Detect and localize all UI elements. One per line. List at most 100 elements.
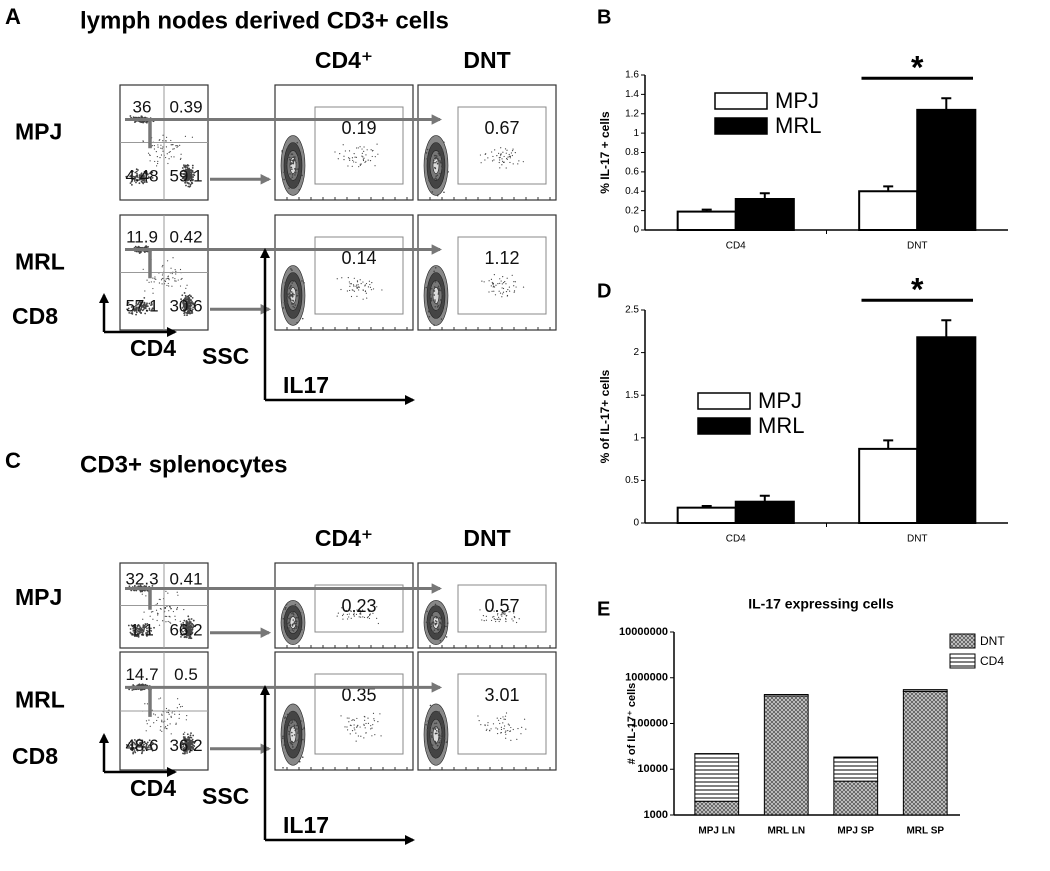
column-header: DNT xyxy=(463,47,510,73)
event-dot xyxy=(149,177,152,180)
event-dot xyxy=(492,155,494,158)
event-dot xyxy=(434,741,436,743)
event-dot xyxy=(437,629,439,631)
event-dot xyxy=(348,613,350,615)
bar-segment xyxy=(833,756,879,782)
event-dot xyxy=(505,617,507,620)
event-dot xyxy=(430,176,433,178)
event-dot xyxy=(185,629,188,632)
event-dot xyxy=(434,732,437,735)
event-dot xyxy=(352,718,354,721)
event-dot xyxy=(290,268,292,270)
event-dot xyxy=(495,284,497,286)
event-dot xyxy=(513,291,515,293)
event-dot xyxy=(439,622,442,625)
event-dot xyxy=(145,179,148,182)
event-dot xyxy=(505,618,507,621)
legend-swatch xyxy=(949,653,976,669)
event-dot xyxy=(376,143,378,145)
event-dot xyxy=(363,616,366,619)
event-dot xyxy=(434,757,437,759)
event-dot xyxy=(356,281,359,283)
x-tick-label: DNT xyxy=(907,241,928,252)
event-dot xyxy=(292,718,295,721)
event-dot xyxy=(160,154,163,156)
event-dot xyxy=(492,616,494,618)
event-dot xyxy=(183,306,186,309)
event-dot xyxy=(180,157,182,159)
event-dot xyxy=(296,616,299,619)
event-dot xyxy=(153,144,155,147)
event-dot xyxy=(190,745,193,748)
event-dot xyxy=(426,148,429,151)
event-dot xyxy=(441,736,444,739)
event-dot xyxy=(147,748,150,751)
event-dot xyxy=(172,148,174,150)
axis-ticks xyxy=(286,645,408,648)
event-dot xyxy=(355,732,357,734)
event-dot xyxy=(188,294,191,297)
event-dot xyxy=(482,615,485,617)
event-dot xyxy=(440,279,443,282)
event-dot xyxy=(293,724,296,727)
event-dot xyxy=(493,274,495,276)
event-dot xyxy=(496,717,498,719)
event-dot xyxy=(360,616,362,618)
event-dot xyxy=(509,611,511,613)
event-dot xyxy=(511,274,513,276)
event-dot xyxy=(139,628,142,631)
event-dot xyxy=(435,622,437,625)
event-dot xyxy=(290,722,292,725)
event-dot xyxy=(500,728,503,731)
event-dot xyxy=(504,148,507,150)
event-dot xyxy=(298,719,301,721)
event-dot xyxy=(140,629,143,632)
event-dot xyxy=(294,304,297,306)
y-tick-label: 2 xyxy=(633,347,639,358)
event-dot xyxy=(428,739,431,742)
event-dot xyxy=(183,165,186,168)
event-dot xyxy=(287,635,290,638)
event-dot xyxy=(513,281,515,283)
event-dot xyxy=(177,594,179,596)
event-dot xyxy=(181,294,184,297)
event-dot xyxy=(445,625,447,628)
event-dot xyxy=(480,162,482,164)
y-tick-label: 0 xyxy=(633,518,639,529)
event-dot xyxy=(293,293,295,296)
legend-swatch xyxy=(697,417,751,435)
event-dot xyxy=(447,171,449,173)
event-dot xyxy=(183,310,186,313)
event-dot xyxy=(148,176,151,179)
event-dot xyxy=(165,621,167,623)
event-dot xyxy=(350,610,352,612)
event-dot xyxy=(175,722,177,724)
event-dot xyxy=(340,288,342,291)
event-dot xyxy=(187,736,189,739)
axis-ticks xyxy=(286,767,408,770)
event-dot xyxy=(166,615,168,618)
event-dot xyxy=(142,303,145,306)
event-dot xyxy=(500,614,502,616)
event-dot xyxy=(298,188,301,191)
event-dot xyxy=(176,591,178,593)
event-dot xyxy=(193,171,196,174)
event-dot xyxy=(158,282,160,284)
event-dot xyxy=(179,144,181,146)
event-dot xyxy=(484,153,486,155)
event-dot xyxy=(356,287,358,289)
x-tick-label: CD4 xyxy=(726,241,746,252)
event-dot xyxy=(497,728,499,730)
event-dot xyxy=(286,713,289,716)
event-dot xyxy=(430,612,432,615)
event-dot xyxy=(183,608,185,611)
event-dot xyxy=(367,717,369,719)
event-dot xyxy=(294,174,296,176)
event-dot xyxy=(170,267,172,269)
event-dot xyxy=(487,724,489,726)
event-dot xyxy=(344,150,346,152)
event-dot xyxy=(297,739,299,741)
event-dot xyxy=(161,283,163,285)
event-dot xyxy=(368,610,370,613)
event-dot xyxy=(147,152,150,154)
